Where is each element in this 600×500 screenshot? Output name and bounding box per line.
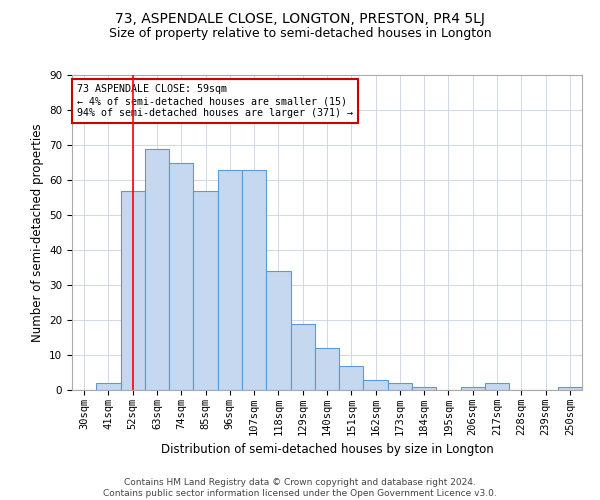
- Bar: [388, 383, 412, 390]
- Text: Contains HM Land Registry data © Crown copyright and database right 2024.
Contai: Contains HM Land Registry data © Crown c…: [103, 478, 497, 498]
- Bar: [364, 380, 388, 390]
- Bar: [558, 386, 582, 390]
- X-axis label: Distribution of semi-detached houses by size in Longton: Distribution of semi-detached houses by …: [161, 444, 493, 456]
- Y-axis label: Number of semi-detached properties: Number of semi-detached properties: [31, 123, 44, 342]
- Bar: [339, 366, 364, 390]
- Bar: [412, 386, 436, 390]
- Bar: [96, 383, 121, 390]
- Bar: [218, 170, 242, 390]
- Bar: [266, 271, 290, 390]
- Text: Size of property relative to semi-detached houses in Longton: Size of property relative to semi-detach…: [109, 28, 491, 40]
- Bar: [315, 348, 339, 390]
- Text: 73 ASPENDALE CLOSE: 59sqm
← 4% of semi-detached houses are smaller (15)
94% of s: 73 ASPENDALE CLOSE: 59sqm ← 4% of semi-d…: [77, 84, 353, 117]
- Bar: [145, 148, 169, 390]
- Bar: [461, 386, 485, 390]
- Bar: [169, 162, 193, 390]
- Text: 73, ASPENDALE CLOSE, LONGTON, PRESTON, PR4 5LJ: 73, ASPENDALE CLOSE, LONGTON, PRESTON, P…: [115, 12, 485, 26]
- Bar: [485, 383, 509, 390]
- Bar: [242, 170, 266, 390]
- Bar: [290, 324, 315, 390]
- Bar: [193, 190, 218, 390]
- Bar: [121, 190, 145, 390]
